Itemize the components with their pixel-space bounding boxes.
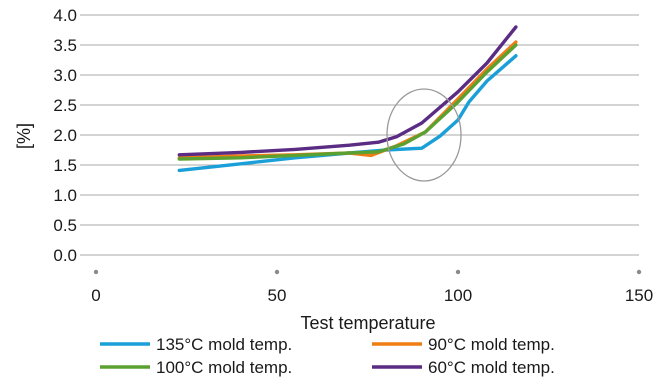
y-axis-label: [%]	[14, 123, 34, 149]
x-tick-label: 0	[91, 286, 100, 305]
legend-label-1: 90°C mold temp.	[428, 335, 555, 354]
series-line-0	[177, 54, 518, 173]
y-tick-label: 1.0	[53, 186, 77, 205]
x-tick-labels: 0 50 100 150	[91, 269, 653, 305]
y-tick-label: 0.5	[53, 216, 77, 235]
x-tick-mark	[636, 269, 642, 275]
y-tick-label: 2.5	[53, 96, 77, 115]
y-tick-label: 3.0	[53, 66, 77, 85]
legend-label-0: 135°C mold temp.	[156, 335, 292, 354]
y-tick-labels: 0.0 0.5 1.0 1.5 2.0 2.5 3.0 3.5 4.0	[53, 6, 77, 265]
legend-label-2: 100°C mold temp.	[156, 358, 292, 377]
x-axis-label: Test temperature	[300, 313, 435, 333]
y-tick-label: 4.0	[53, 6, 77, 25]
legend-label-3: 60°C mold temp.	[428, 358, 555, 377]
y-tick-label: 2.0	[53, 126, 77, 145]
gridlines	[80, 14, 639, 256]
series-lines	[177, 25, 518, 173]
series-line-2	[177, 43, 518, 161]
x-tick-mark	[455, 269, 461, 275]
highlight-ellipse	[386, 88, 462, 182]
y-tick-label: 0.0	[53, 246, 77, 265]
x-tick-label: 150	[625, 286, 653, 305]
x-tick-label: 50	[268, 286, 287, 305]
x-tick-label: 100	[444, 286, 472, 305]
y-tick-label: 3.5	[53, 36, 77, 55]
legend: 135°C mold temp. 90°C mold temp. 100°C mol…	[100, 335, 555, 377]
series-line-1	[177, 40, 518, 160]
x-tick-mark	[274, 269, 280, 275]
x-tick-mark	[93, 269, 99, 275]
y-tick-label: 1.5	[53, 156, 77, 175]
